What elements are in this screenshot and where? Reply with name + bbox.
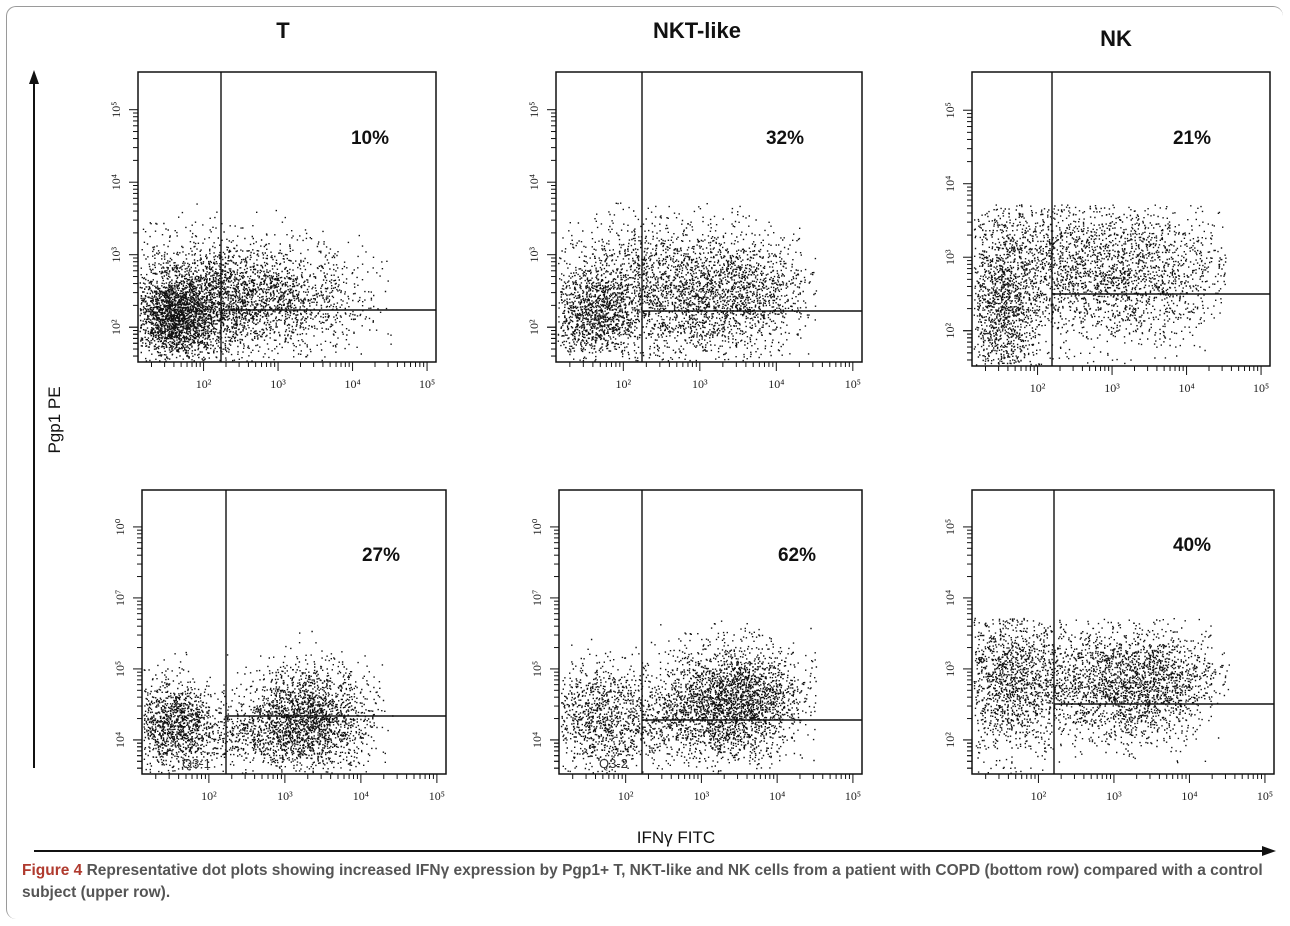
y-tick-label: 10² <box>943 323 957 339</box>
plot-frame <box>971 489 1275 775</box>
y-tick-label: 10³ <box>109 247 123 263</box>
y-tick-label: 10⁴ <box>527 174 541 190</box>
y-axis-title: Pgp1 PE <box>45 386 64 453</box>
dot-plot-panel-control-t: 10% 10² 10³ 10⁴ 10⁵ 10² 10³ 10⁴ 10⁵ <box>109 71 437 391</box>
y-tick-label: 10⁴ <box>109 174 123 190</box>
x-tick-label: 10⁴ <box>768 377 784 391</box>
y-tick-label: 10⁵ <box>943 102 957 118</box>
upper-right-percentage: 40% <box>1173 535 1211 556</box>
plot-frame <box>555 71 863 363</box>
dot-plot-panel-copd-t: 27% Q3-1 10² 10³ 10⁴ 10⁵ 10⁴ 10⁵ 10⁷ 10⁰ <box>113 489 447 803</box>
upper-right-percentage: 27% <box>362 545 400 566</box>
x-tick-label: 10² <box>196 377 212 391</box>
y-tick-label: 10⁵ <box>527 102 541 118</box>
event-dot-cloud <box>557 202 818 362</box>
y-axis-arrowhead <box>29 70 39 84</box>
plot-frame <box>558 489 863 775</box>
x-tick-label: 10⁵ <box>1253 381 1269 395</box>
x-axis-title: IFNγ FITC <box>637 828 715 847</box>
event-dots <box>557 202 818 362</box>
upper-right-percentage: 32% <box>766 128 804 149</box>
y-tick-label: 10² <box>527 319 541 335</box>
x-tick-label: 10³ <box>1104 381 1120 395</box>
y-tick-label: 10⁵ <box>109 102 123 118</box>
x-tick-label: 10³ <box>694 789 710 803</box>
column-title-nk: NK <box>1100 26 1132 51</box>
dot-plot-panel-control-nk: 21% 10² 10³ 10⁴ 10⁵ 10² 10³ 10⁴ 10⁵ <box>943 71 1271 395</box>
figure-caption: Figure 4 Representative dot plots showin… <box>22 860 1272 904</box>
y-tick-label: 10⁴ <box>113 732 127 748</box>
quadrant-label: Q3-2 <box>599 756 628 771</box>
x-tick-label: 10³ <box>1106 789 1122 803</box>
x-tick-label: 10⁴ <box>353 789 369 803</box>
plot-frame <box>971 71 1271 367</box>
event-dots <box>143 630 394 774</box>
x-tick-label: 10⁴ <box>1178 381 1194 395</box>
x-tick-label: 10⁵ <box>845 377 861 391</box>
event-dot-cloud <box>973 617 1230 774</box>
y-tick-label: 10² <box>943 732 957 748</box>
y-tick-label: 10⁴ <box>530 732 544 748</box>
x-tick-label: 10³ <box>270 377 286 391</box>
y-tick-label: 10³ <box>943 661 957 677</box>
event-dot-cloud <box>560 620 818 774</box>
dot-plot-panel-copd-nkt-like: 62% Q3-2 10² 10³ 10⁴ 10⁵ 10⁴ 10⁵ 10⁷ 10⁰ <box>530 489 863 803</box>
dot-plot-figure: Pgp1 PE IFNγ FITC T NKT-like NK 10%10² 10… <box>29 18 1276 856</box>
x-tick-label: 10⁵ <box>1257 789 1273 803</box>
x-tick-label: 10⁴ <box>344 377 360 391</box>
event-dots <box>973 617 1230 774</box>
y-tick-label: 10³ <box>527 247 541 263</box>
caption-text: Representative dot plots showing increas… <box>22 862 1263 901</box>
x-tick-label: 10⁵ <box>419 377 435 391</box>
event-dot-cloud <box>973 204 1227 366</box>
upper-right-percentage: 10% <box>351 128 389 149</box>
y-tick-label: 10⁵ <box>943 519 957 535</box>
plot-frame <box>137 71 437 363</box>
x-tick-label: 10² <box>1031 789 1047 803</box>
figure-frame <box>6 6 1283 919</box>
column-title-t: T <box>276 18 290 43</box>
y-tick-label: 10² <box>109 319 123 335</box>
x-tick-label: 10² <box>618 789 634 803</box>
plot-frame <box>141 489 447 775</box>
x-axis-arrowhead <box>1262 846 1276 856</box>
x-tick-label: 10⁵ <box>429 789 445 803</box>
y-tick-label: 10⁵ <box>530 661 544 677</box>
y-tick-label: 10⁷ <box>113 590 127 606</box>
event-dots <box>139 203 392 362</box>
event-dot-cloud <box>143 630 394 774</box>
y-tick-label: 10⁷ <box>530 590 544 606</box>
x-tick-label: 10² <box>1030 381 1046 395</box>
event-dots <box>973 204 1227 366</box>
x-tick-label: 10² <box>616 377 632 391</box>
x-tick-label: 10² <box>201 789 217 803</box>
caption-label: Figure 4 <box>22 862 83 879</box>
event-dot-cloud <box>139 203 392 362</box>
y-tick-label: 10⁰ <box>530 518 544 535</box>
dot-plot-panel-copd-nk: 40% 10² 10³ 10⁴ 10⁵ 10² 10³ 10⁴ 10⁵ <box>943 489 1275 803</box>
y-tick-label: 10⁵ <box>113 661 127 677</box>
y-tick-label: 10⁴ <box>943 176 957 192</box>
upper-right-percentage: 21% <box>1173 128 1211 149</box>
quadrant-label: Q3-1 <box>182 756 211 771</box>
x-tick-label: 10⁴ <box>769 789 785 803</box>
x-tick-label: 10³ <box>692 377 708 391</box>
dot-plot-panel-control-nkt-like: 32% 10² 10³ 10⁴ 10⁵ 10² 10³ 10⁴ 10⁵ <box>527 71 863 391</box>
x-tick-label: 10⁴ <box>1181 789 1197 803</box>
y-tick-label: 10³ <box>943 249 957 265</box>
upper-right-percentage: 62% <box>778 545 816 566</box>
y-tick-label: 10⁴ <box>943 590 957 606</box>
y-tick-label: 10⁰ <box>113 518 127 535</box>
x-tick-label: 10⁵ <box>845 789 861 803</box>
x-tick-label: 10³ <box>277 789 293 803</box>
column-title-nkt-like: NKT-like <box>653 18 741 43</box>
event-dots <box>560 620 818 774</box>
